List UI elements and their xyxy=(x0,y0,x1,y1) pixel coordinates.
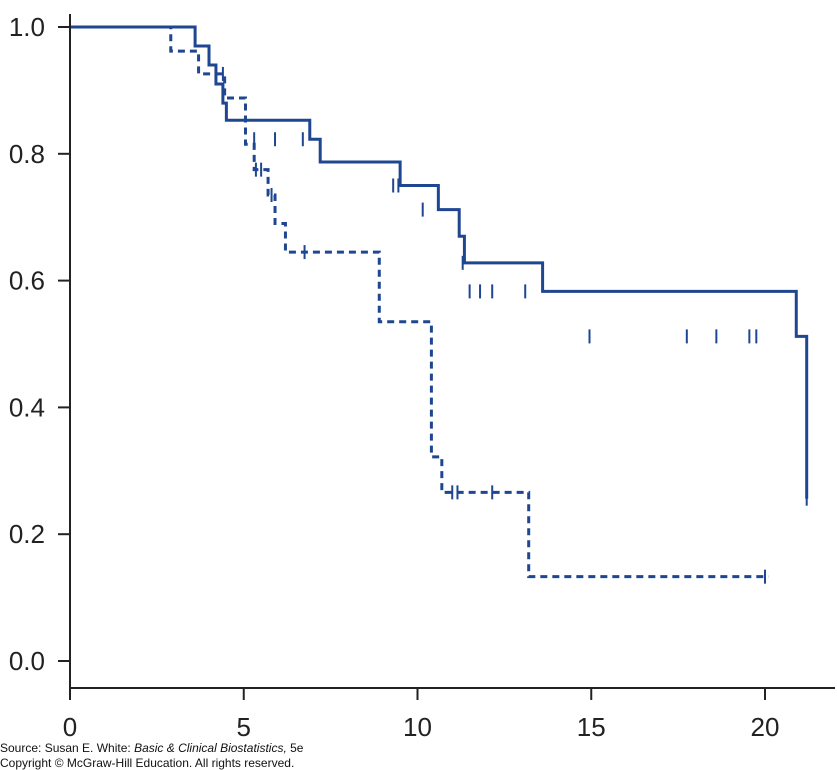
y-tick-label: 1.0 xyxy=(9,12,45,42)
source-book: Basic & Clinical Biostatistics, xyxy=(134,741,287,755)
x-axis-ticks: 0 5 10 15 20 xyxy=(63,688,780,742)
x-tick-label: 10 xyxy=(403,712,432,742)
solid-survival-curve xyxy=(70,25,809,499)
y-axis-ticks: 0.0 0.2 0.4 0.6 0.8 1.0 xyxy=(9,12,70,676)
source-credit: Source: Susan E. White: Basic & Clinical… xyxy=(0,741,303,755)
x-tick-label: 20 xyxy=(751,712,780,742)
y-tick-label: 0.0 xyxy=(9,646,45,676)
x-tick-label: 15 xyxy=(577,712,606,742)
y-tick-label: 0.4 xyxy=(9,392,45,422)
source-edition: 5e xyxy=(286,741,304,755)
x-tick-label: 5 xyxy=(237,712,251,742)
copyright-notice: Copyright © McGraw-Hill Education. All r… xyxy=(0,756,294,770)
series-layer xyxy=(70,25,809,584)
copyright-text: Copyright © McGraw-Hill Education. All r… xyxy=(0,756,295,770)
y-tick-label: 0.2 xyxy=(9,519,45,549)
y-tick-label: 0.6 xyxy=(9,266,45,296)
y-tick-label: 0.8 xyxy=(9,139,45,169)
source-prefix: Source: Susan E. White: xyxy=(0,741,135,755)
dashed-survival-curve xyxy=(70,25,769,579)
x-tick-label: 0 xyxy=(63,712,77,742)
